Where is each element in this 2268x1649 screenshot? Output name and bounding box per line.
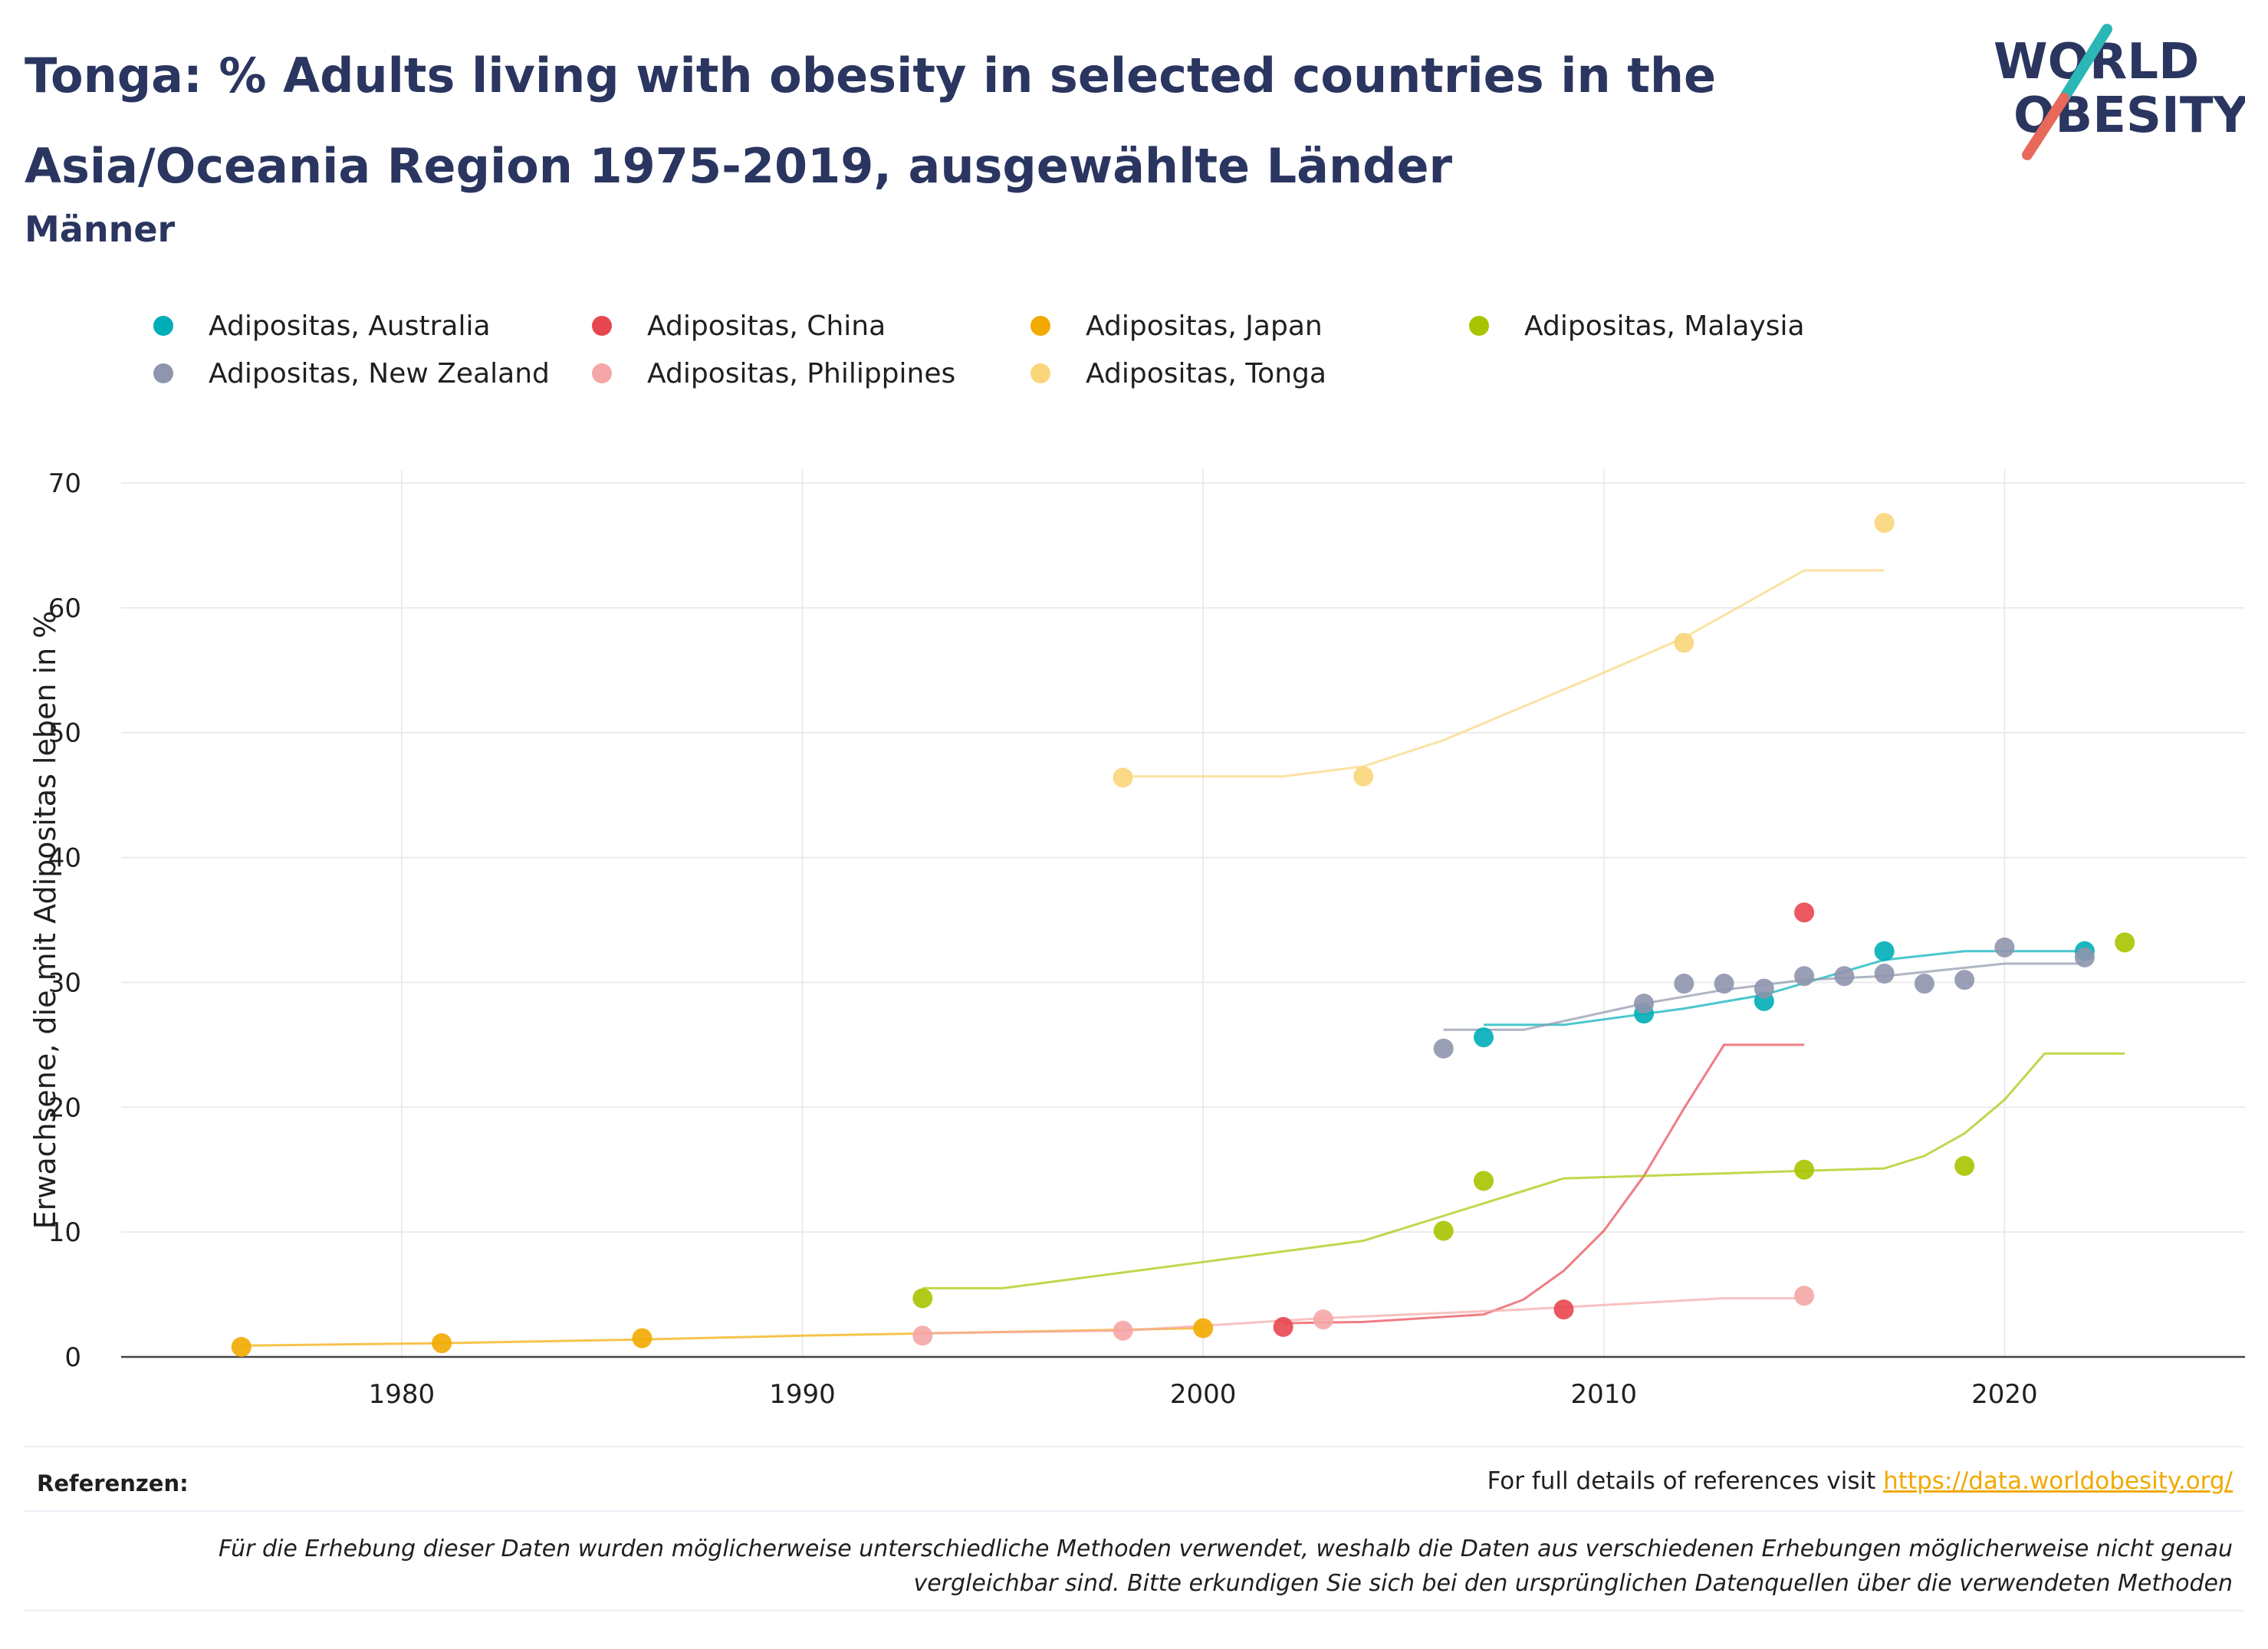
world-obesity-logo: WORLD OBESITY (1994, 24, 2245, 160)
legend-label: Adipositas, China (647, 310, 886, 342)
data-point-adipositas-china (1794, 902, 1815, 923)
legend-marker (1030, 316, 1050, 336)
legend-item-adipositas-new-zealand[interactable]: Adipositas, New Zealand (153, 350, 550, 396)
data-point-adipositas-new-zealand (1994, 937, 2015, 958)
chart-plot: 0 10 20 30 40 50 60 70 1980 1990 2000 2010 2020 Erwac… (28, 468, 2245, 1410)
logo-accent-teal (2059, 24, 2112, 103)
data-point-adipositas-japan (231, 1336, 251, 1357)
chart-subtitle: Männer (25, 209, 176, 250)
data-point-adipositas-malaysia (1433, 1220, 1454, 1241)
data-point-adipositas-australia (1473, 1027, 1494, 1048)
data-point-adipositas-malaysia (1794, 1159, 1815, 1180)
data-point-adipositas-new-zealand (1674, 974, 1694, 994)
references-link[interactable]: https://data.worldobesity.org/ (1883, 1467, 2233, 1495)
footer-divider-bottom (25, 1610, 2243, 1611)
legend-label: Adipositas, New Zealand (209, 357, 550, 389)
page-title: Tonga: % Adults living with obesity in s… (25, 48, 1717, 194)
trend-line-adipositas-philippines (922, 1297, 1805, 1335)
legend-label: Adipositas, Malaysia (1524, 310, 1805, 342)
data-point-adipositas-new-zealand (1714, 974, 1734, 994)
legend-item-adipositas-australia[interactable]: Adipositas, Australia (153, 303, 491, 349)
y-tick-label: 10 (48, 1217, 81, 1248)
trend-line-adipositas-tonga (1122, 569, 1885, 778)
y-tick-label: 70 (48, 468, 81, 499)
data-point-adipositas-philippines (1313, 1309, 1333, 1330)
y-tick-label: 30 (48, 967, 81, 998)
data-point-adipositas-new-zealand (1954, 970, 1975, 990)
y-axis-title: Erwachsene, die mit Adipositas leben in … (28, 611, 62, 1230)
references-prefix: For full details of references visit (1487, 1467, 1884, 1495)
legend-item-adipositas-philippines[interactable]: Adipositas, Philippines (592, 350, 955, 396)
legend-marker (592, 363, 612, 383)
legend-item-adipositas-tonga[interactable]: Adipositas, Tonga (1030, 350, 1326, 396)
legend-item-adipositas-malaysia[interactable]: Adipositas, Malaysia (1469, 303, 1805, 349)
trend-line-adipositas-malaysia (922, 1052, 2125, 1289)
data-point-adipositas-tonga (1113, 767, 1133, 788)
data-point-adipositas-malaysia (1473, 1171, 1494, 1191)
data-point-adipositas-tonga (1674, 632, 1694, 653)
data-point-adipositas-japan (1193, 1318, 1214, 1339)
x-tick-label: 2000 (1170, 1379, 1237, 1410)
x-tick-label: 1990 (769, 1379, 836, 1410)
legend-item-adipositas-china[interactable]: Adipositas, China (592, 303, 886, 349)
data-point-adipositas-philippines (912, 1325, 933, 1346)
y-tick-label: 20 (48, 1092, 81, 1123)
legend-marker (592, 316, 612, 336)
data-point-adipositas-australia (1874, 941, 1895, 961)
y-tick-label: 40 (48, 843, 81, 874)
data-point-adipositas-new-zealand (1634, 994, 1655, 1014)
trend-line-adipositas-australia (1484, 950, 2085, 1027)
data-point-adipositas-china (1273, 1316, 1293, 1337)
legend-item-adipositas-japan[interactable]: Adipositas, Japan (1030, 303, 1323, 349)
legend-label: Adipositas, Japan (1086, 310, 1323, 342)
legend-label: Adipositas, Australia (209, 310, 491, 342)
data-point-adipositas-tonga (1353, 766, 1374, 787)
data-point-adipositas-malaysia (2115, 932, 2135, 953)
legend-label: Adipositas, Philippines (647, 357, 956, 389)
data-point-adipositas-china (1553, 1299, 1574, 1320)
y-tick-label: 60 (48, 593, 81, 624)
y-tick-label: 50 (48, 718, 81, 749)
data-point-adipositas-japan (432, 1333, 452, 1354)
legend-marker (1030, 363, 1050, 383)
data-point-adipositas-philippines (1794, 1286, 1815, 1306)
references-text: For full details of references visit htt… (1487, 1467, 2233, 1495)
data-point-adipositas-new-zealand (1874, 964, 1895, 984)
legend-label: Adipositas, Tonga (1086, 357, 1326, 389)
logo-accent-red (2022, 93, 2069, 160)
data-point-adipositas-malaysia (912, 1288, 933, 1309)
footer-divider-middle (25, 1510, 2243, 1512)
trend-line-adipositas-china (1283, 1043, 1805, 1325)
x-tick-label: 2020 (1971, 1379, 2038, 1410)
x-tick-label: 1980 (369, 1379, 436, 1410)
data-point-adipositas-new-zealand (1914, 974, 1934, 994)
y-tick-label: 0 (64, 1342, 81, 1373)
disclaimer-text: Für die Erhebung dieser Daten wurden mög… (219, 1536, 2233, 1597)
data-point-adipositas-new-zealand (1433, 1038, 1454, 1059)
data-point-adipositas-new-zealand (1754, 978, 1774, 999)
legend-marker (153, 316, 173, 336)
x-tick-label: 2010 (1571, 1379, 1638, 1410)
data-point-adipositas-malaysia (1954, 1155, 1975, 1176)
data-point-adipositas-new-zealand (2074, 947, 2095, 967)
data-point-adipositas-philippines (1113, 1320, 1133, 1341)
data-point-adipositas-tonga (1874, 513, 1895, 534)
data-point-adipositas-new-zealand (1834, 966, 1855, 987)
references-label: Referenzen: (37, 1470, 189, 1496)
data-point-adipositas-japan (632, 1328, 652, 1348)
legend-marker (153, 363, 173, 383)
legend-marker (1469, 316, 1489, 336)
data-point-adipositas-new-zealand (1794, 966, 1815, 987)
footer-divider-top (25, 1446, 2243, 1447)
